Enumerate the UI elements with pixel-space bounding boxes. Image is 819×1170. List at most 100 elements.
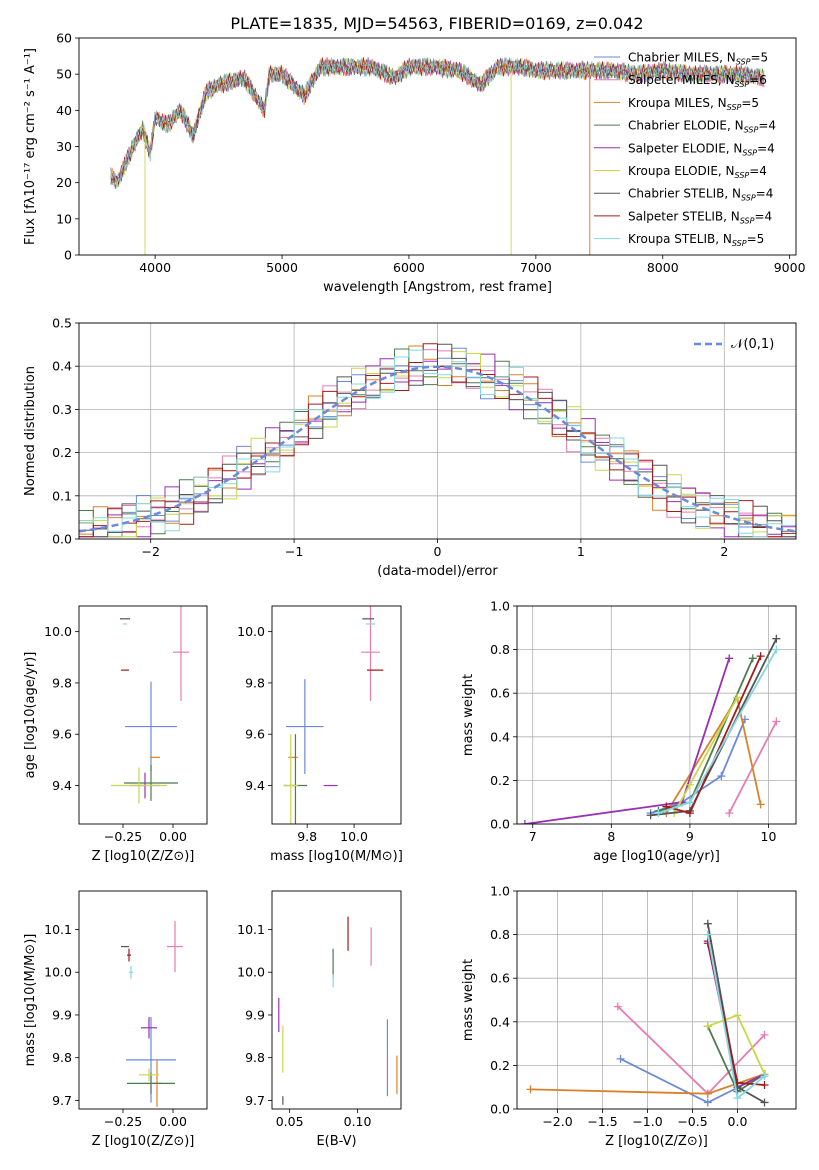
y-tick-label: 0.3 — [52, 402, 72, 417]
y-axis-label: mass [log10(M/M⊙)] — [23, 934, 38, 1067]
legend-entry: Chabrier STELIB, NSSP=4 — [628, 187, 773, 203]
plus-marker — [646, 811, 655, 820]
y-axis-label: mass weight — [461, 674, 476, 756]
y-tick-label: 0.4 — [490, 729, 510, 744]
x-axis-label: Z [log10(Z/Z⊙)] — [92, 1134, 195, 1149]
normal-curve — [79, 365, 796, 533]
y-tick-label: 0.0 — [490, 817, 510, 832]
y-tick-label: 0.4 — [490, 1014, 510, 1029]
y-tick-label: 9.4 — [245, 778, 265, 793]
weight-line — [665, 695, 762, 814]
legend-entry: Kroupa STELIB, NSSP=5 — [628, 232, 764, 248]
plus-marker — [760, 1030, 769, 1039]
plus-marker — [654, 809, 663, 818]
plus-marker — [703, 919, 712, 928]
plus-marker — [725, 809, 734, 818]
plus-marker — [725, 654, 734, 663]
plus-marker — [685, 780, 694, 789]
y-tick-label: 9.7 — [52, 1093, 72, 1108]
plus-marker — [685, 798, 694, 807]
plus-marker — [748, 654, 757, 663]
x-tick-label: −2.0 — [542, 1114, 572, 1129]
x-tick-label: 9.8 — [297, 829, 317, 844]
y-tick-label: 9.8 — [245, 675, 265, 690]
x-tick-label: 2 — [720, 544, 728, 559]
legend-entry: Salpeter ELODIE, NSSP=4 — [628, 141, 775, 157]
x-tick-label: 0.05 — [276, 1114, 304, 1129]
y-tick-label: 9.7 — [245, 1093, 265, 1108]
plus-marker — [703, 1022, 712, 1031]
y-tick-label: 1.0 — [490, 884, 510, 899]
y-tick-label: 9.9 — [245, 1007, 265, 1022]
x-tick-label: 6000 — [393, 260, 425, 275]
x-tick-label: 0.00 — [159, 829, 187, 844]
x-tick-label: −0.25 — [104, 1114, 142, 1129]
x-tick-label: 0.0 — [728, 1114, 748, 1129]
y-tick-label: 9.4 — [52, 778, 72, 793]
weight-line — [673, 697, 738, 814]
x-tick-label: 0 — [434, 544, 442, 559]
x-tick-label: −0.25 — [104, 829, 142, 844]
plus-marker — [662, 802, 671, 811]
y-tick-label: 9.9 — [52, 1007, 72, 1022]
legend-entry: Salpeter STELIB, NSSP=4 — [628, 209, 772, 225]
errorbar-group — [121, 920, 183, 1107]
y-tick-label: 0.8 — [490, 927, 510, 942]
x-tick-label: 1 — [577, 544, 585, 559]
y-tick-label: 30 — [56, 139, 72, 154]
errorbar-group — [283, 606, 384, 824]
plus-marker — [703, 1098, 712, 1107]
plus-marker — [733, 1011, 742, 1020]
plus-marker — [616, 1054, 625, 1063]
plus-marker — [526, 1085, 535, 1094]
figure-panels: 4000 5000 6000 7000 8000 90000102030405060wav… — [23, 31, 806, 1150]
y-tick-label: 0.1 — [52, 488, 72, 503]
axes-frame — [271, 605, 402, 825]
legend-entry: Kroupa MILES, NSSP=5 — [628, 96, 759, 112]
y-tick-label: 0 — [64, 248, 72, 263]
x-tick-label: −1.0 — [632, 1114, 662, 1129]
axes-frame — [78, 37, 797, 256]
x-axis-label: age [log10(age/yr)] — [593, 849, 720, 864]
plus-marker — [760, 1072, 769, 1081]
y-tick-label: 20 — [56, 175, 72, 190]
x-tick-label: 0.00 — [159, 1114, 187, 1129]
x-axis-label: mass [log10(M/M⊙)] — [270, 849, 403, 864]
plus-marker — [685, 809, 694, 818]
histogram-group — [79, 343, 796, 538]
y-tick-label: 10.0 — [44, 965, 72, 980]
plus-marker — [772, 717, 781, 726]
y-axis-label: mass weight — [461, 959, 476, 1041]
plus-marker — [520, 820, 529, 824]
weight-group — [526, 919, 769, 1107]
plus-marker — [703, 1089, 712, 1098]
legend-entry: Chabrier ELODIE, NSSP=4 — [628, 119, 776, 135]
y-axis-label: age [log10(age/yr)] — [23, 652, 38, 779]
y-tick-label: 10.0 — [237, 965, 265, 980]
figure-title: PLATE=1835, MJD=54563, FIBERID=0169, z=0… — [230, 14, 643, 33]
x-tick-label: −2 — [141, 544, 159, 559]
weight-group — [520, 634, 781, 824]
y-axis-label: Normed distribution — [23, 366, 38, 496]
plus-marker — [772, 645, 781, 654]
plus-marker — [613, 1002, 622, 1011]
axes-frame — [78, 890, 208, 1110]
y-tick-label: 0.4 — [52, 359, 72, 374]
y-tick-label: 0.6 — [490, 971, 510, 986]
legend-entry: 𝒩(0,1) — [731, 337, 774, 352]
histogram-series-step — [79, 349, 796, 538]
x-tick-label: −0.5 — [677, 1114, 707, 1129]
y-tick-label: 9.8 — [52, 675, 72, 690]
errorbar-group — [111, 606, 189, 804]
y-tick-label: 10.1 — [44, 922, 72, 937]
y-tick-label: 50 — [56, 67, 72, 82]
plus-marker — [756, 652, 765, 661]
y-tick-label: 40 — [56, 103, 72, 118]
spectrum-lines — [110, 57, 765, 255]
y-tick-label: 0.2 — [52, 445, 72, 460]
x-tick-label: 7000 — [520, 260, 552, 275]
axes-frame — [516, 890, 797, 1110]
x-tick-label: 5000 — [266, 260, 298, 275]
axes-frame — [78, 322, 797, 540]
